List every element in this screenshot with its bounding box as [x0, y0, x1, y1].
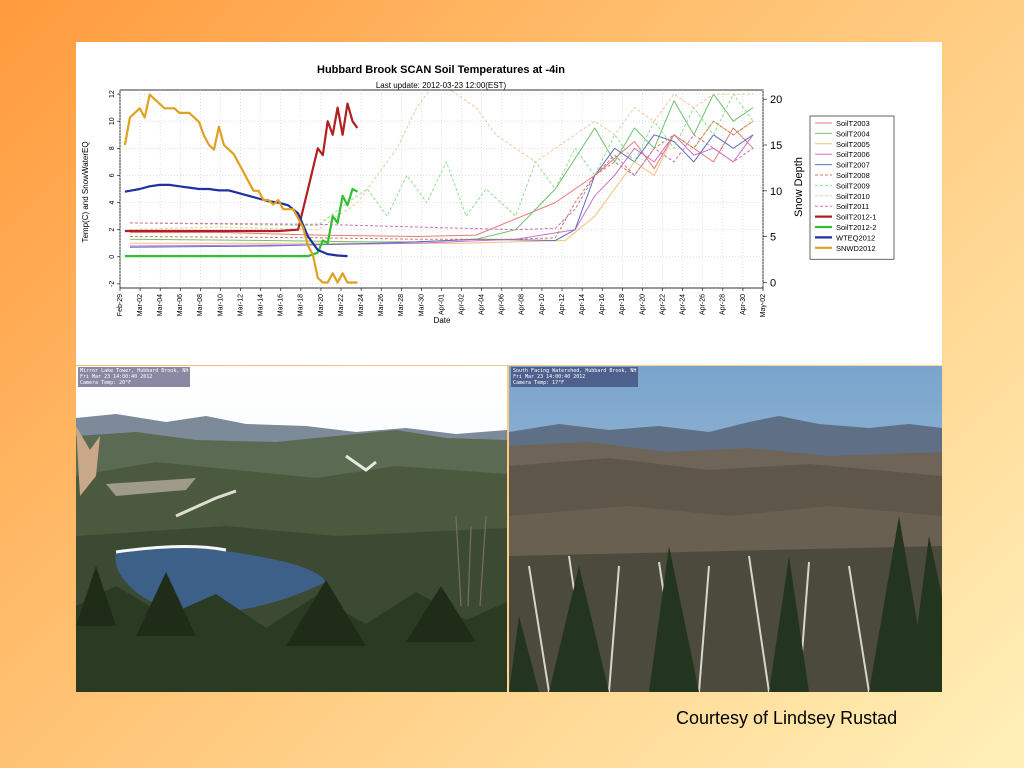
legend-label: SoilT2007 [836, 161, 870, 170]
legend-label: SoilT2008 [836, 171, 870, 180]
legend-label: WTEQ2012 [836, 233, 875, 242]
x-tick-label: Apr-01 [438, 294, 445, 315]
x-tick-label: Mar-06 [177, 294, 184, 316]
x-tick-label: Apr-18 [619, 294, 626, 315]
x-tick-label: Mar-30 [418, 294, 425, 316]
photo-credit: Courtesy of Lindsey Rustad [676, 708, 898, 728]
y-axis-label: Temp(C) and SnowWaterEQ [81, 141, 90, 242]
series-line-soilt2010 [129, 90, 754, 231]
x-tick-label: Apr-02 [458, 294, 465, 315]
x-tick-label: Apr-08 [519, 294, 526, 315]
x-tick-label: May-02 [760, 294, 767, 317]
x-axis-label: Date [434, 316, 451, 325]
x-tick-label: Apr-20 [639, 294, 646, 315]
y2-axis-label: Snow Depth [793, 157, 805, 217]
x-tick-label: Apr-04 [479, 294, 486, 315]
webcam-caption-line: Fri Mar 23 14:00:40 2012 [80, 374, 153, 380]
x-tick-label: Apr-12 [559, 294, 566, 315]
x-tick-label: Apr-10 [539, 294, 546, 315]
x-tick-label: Mar-24 [358, 294, 365, 316]
y2-tick-label: 15 [770, 140, 782, 152]
legend-label: SoilT2003 [836, 119, 870, 128]
x-tick-label: Apr-28 [720, 294, 727, 315]
plot-area: Feb-29 Mar-02 Mar-04 Mar-06 Mar-08 Mar-10 Mar-… [109, 89, 782, 317]
series-line-soilt2008 [129, 120, 754, 240]
x-tick-label: Mar-04 [157, 294, 164, 316]
webcam-caption-line: Camera Temp: 17°F [513, 380, 565, 386]
webcam-photo-south-watershed: South Facing Watershed, Hubbard Brook, N… [509, 366, 942, 692]
webcam-caption-right: South Facing Watershed, Hubbard Brook, N… [511, 367, 639, 387]
x-tick-label: Feb-29 [117, 294, 124, 316]
legend-label: SoilT2006 [836, 150, 870, 159]
series-group [123, 90, 754, 284]
y-tick-label: 6 [109, 173, 116, 177]
series-line-soilt2006 [129, 134, 754, 247]
x-tick-label: Mar-26 [378, 294, 385, 316]
series-line-soilt2011 [129, 134, 754, 231]
webcam-caption-line: Mirror Lake Tower, Hubbard Brook, NH [80, 368, 189, 374]
x-tick-label: Mar-22 [338, 294, 345, 316]
x-tick-label: Mar-12 [237, 294, 244, 316]
x-tick-label: Apr-24 [679, 294, 686, 315]
chart-title: Hubbard Brook SCAN Soil Temperatures at … [317, 64, 565, 76]
legend-label: SoilT2004 [836, 129, 870, 138]
legend-label: SoilT2009 [836, 181, 870, 190]
x-tick-label: Apr-30 [740, 294, 747, 315]
y-tick-label: 12 [109, 90, 116, 98]
legend-label: SoilT2005 [836, 140, 870, 149]
legend-label: SoilT2012-1 [836, 213, 876, 222]
legend-box [809, 115, 895, 260]
chart-subtitle: Last update: 2012-03-23 12:00(EST) [376, 81, 507, 90]
webcam-photo-mirror-lake: Mirror Lake Tower, Hubbard Brook, NH Fri… [76, 366, 507, 692]
x-tick-label: Mar-18 [298, 294, 305, 316]
x-tick-label: Mar-10 [217, 294, 224, 316]
legend-label: SoilT2012-2 [836, 223, 876, 232]
series-line-soilt2012-2 [124, 187, 358, 258]
webcam-caption-line: Camera Temp: 20°F [80, 380, 132, 386]
webcam-caption-line: Fri Mar 23 14:00:40 2012 [513, 374, 586, 380]
y2-tick-label: 10 [770, 186, 782, 198]
y-tick-label: 4 [109, 201, 116, 205]
webcam-caption-line: South Facing Watershed, Hubbard Brook, N… [513, 368, 637, 374]
soil-temperature-chart: Hubbard Brook SCAN Soil Temperatures at … [81, 64, 895, 325]
y-tick-label: 0 [109, 255, 116, 259]
x-tick-label: Apr-06 [499, 294, 506, 315]
series-line-wteq2012 [124, 183, 348, 258]
series-line-soilt2007 [129, 134, 754, 248]
y2-tick-label: 0 [770, 278, 776, 290]
y2-tick-label: 5 [770, 232, 776, 244]
x-tick-label: Apr-26 [700, 294, 707, 315]
webcam-caption-left: Mirror Lake Tower, Hubbard Brook, NH Fri… [78, 367, 191, 387]
x-tick-label: Apr-14 [579, 294, 586, 315]
x-tick-label: Mar-20 [318, 294, 325, 316]
y-tick-label: 8 [109, 146, 116, 150]
series-line-soilt2003 [129, 127, 754, 237]
y-tick-label: 10 [109, 117, 116, 125]
x-tick-label: Mar-28 [398, 294, 405, 316]
landscape-image [509, 366, 942, 692]
legend-label: SNWD2012 [836, 244, 876, 253]
legend-label: SoilT2010 [836, 192, 870, 201]
y-tick-label: -2 [109, 281, 116, 287]
x-tick-label: Apr-22 [659, 294, 666, 315]
chart-panel: Hubbard Brook SCAN Soil Temperatures at … [76, 42, 942, 365]
y2-tick-label: 20 [770, 94, 782, 106]
x-tick-label: Mar-16 [278, 294, 285, 316]
series-line-soilt2004 [129, 93, 754, 243]
landscape-image [76, 366, 507, 692]
series-line-soilt2012-1 [124, 102, 359, 233]
x-tick-label: Mar-08 [197, 294, 204, 316]
x-tick-label: Mar-02 [137, 294, 144, 316]
x-tick-label: Mar-14 [258, 294, 265, 316]
series-line-snwd2012 [123, 93, 358, 284]
x-tick-label: Apr-16 [599, 294, 606, 315]
legend-label: SoilT2011 [836, 202, 869, 211]
y-tick-label: 2 [109, 228, 116, 232]
